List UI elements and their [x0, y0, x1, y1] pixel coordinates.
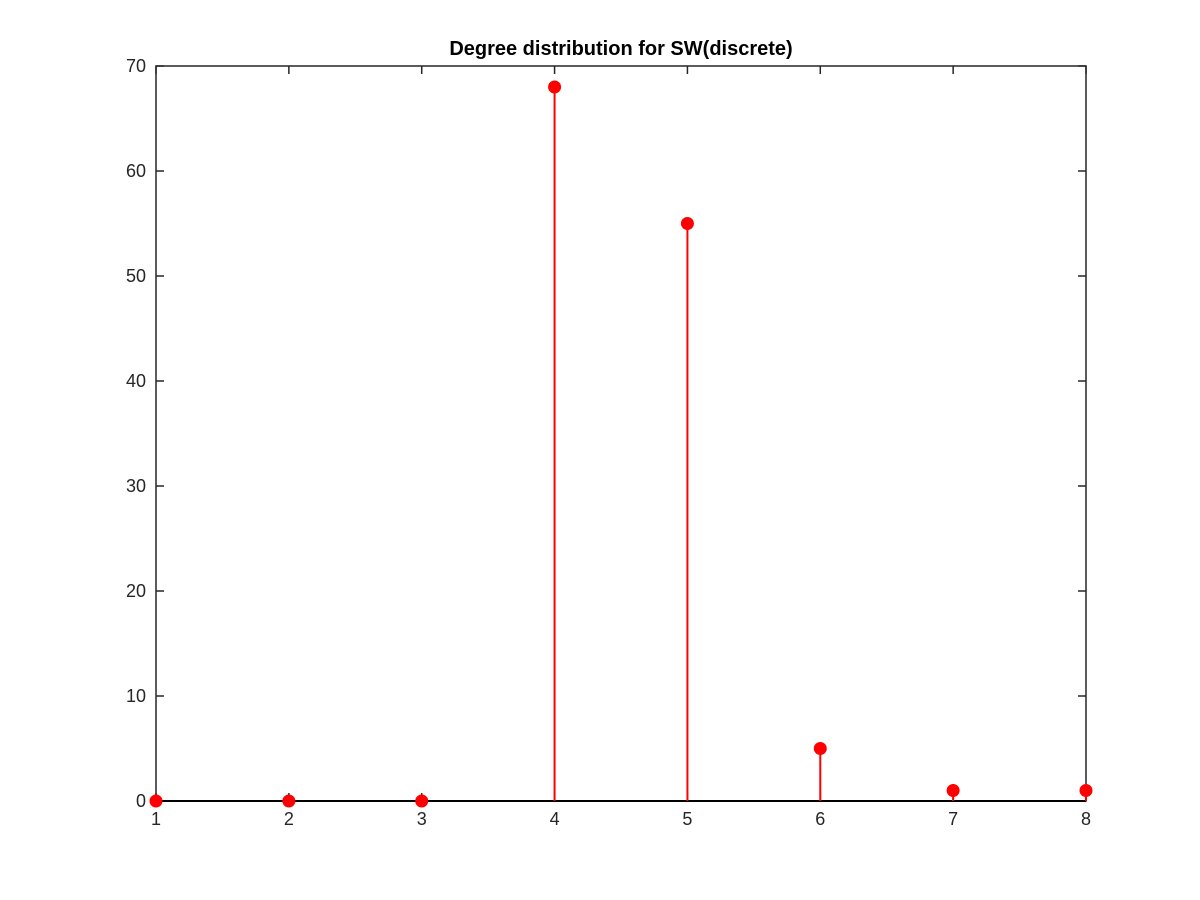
stem-marker: [149, 794, 163, 808]
y-tick-label: 70: [126, 56, 146, 76]
y-tick-label: 0: [136, 791, 146, 811]
y-tick-label: 50: [126, 266, 146, 286]
y-tick-label: 40: [126, 371, 146, 391]
stems: [553, 87, 1087, 801]
axes-box: [155, 65, 1087, 802]
x-tick-label: 4: [550, 809, 560, 829]
x-tick-label: 1: [151, 809, 161, 829]
y-tick-label: 60: [126, 161, 146, 181]
stem-marker: [548, 80, 562, 94]
x-tick-label: 8: [1081, 809, 1091, 829]
y-tick-label: 30: [126, 476, 146, 496]
y-tick-label: 10: [126, 686, 146, 706]
x-tick-label: 2: [284, 809, 294, 829]
x-tick-label: 5: [682, 809, 692, 829]
stem-marker: [946, 784, 960, 797]
stem-marker: [680, 217, 694, 230]
tick-marks: [155, 65, 1087, 802]
y-tick-label: 20: [126, 581, 146, 601]
tick-labels: 1 2 3 4 5 6 7 8 0 10 20 30 40 50 60 70: [126, 56, 1091, 829]
chart-title: Degree distribution for SW(discrete): [449, 38, 792, 60]
stem-marker: [813, 742, 827, 755]
stem-marker: [415, 794, 429, 808]
markers: [149, 80, 1093, 808]
stem-marker: [282, 794, 296, 808]
x-tick-label: 6: [815, 809, 825, 829]
stem-marker: [1079, 784, 1093, 797]
x-tick-label: 3: [417, 809, 427, 829]
axes: [155, 65, 1087, 802]
x-tick-label: 7: [948, 809, 958, 829]
